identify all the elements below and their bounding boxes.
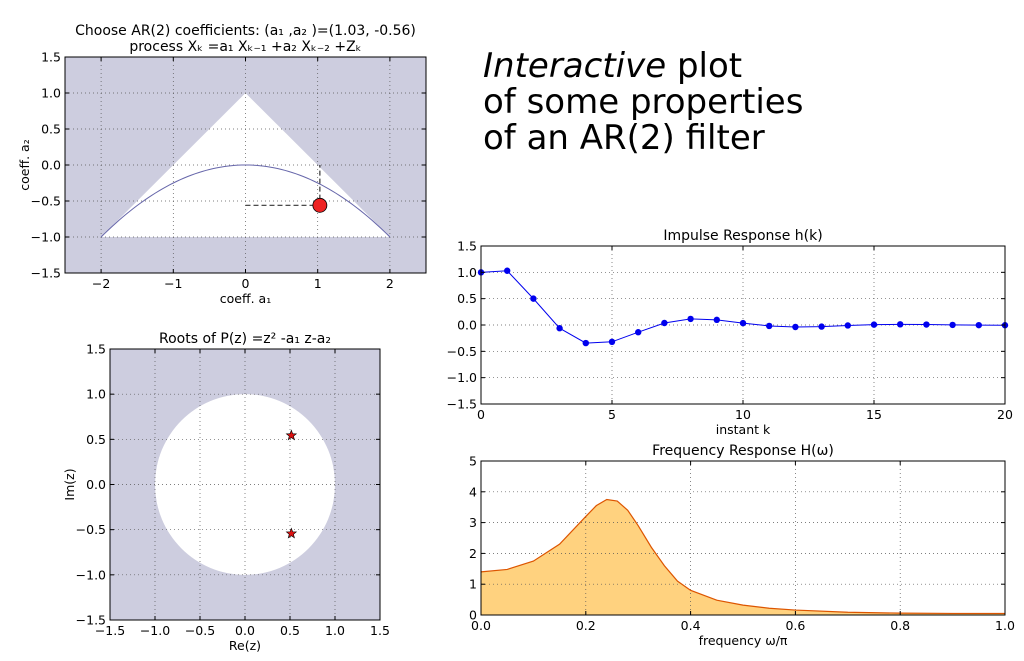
impulse-point [661, 319, 668, 327]
chart-freq: 0.0 0.2 0.4 0.6 0.8 1.0 0 1 2 3 4 5 Frequency Respon… [469, 443, 1015, 648]
x-axis-label: Re(z) [229, 638, 261, 653]
x-tick-label: 2 [386, 276, 394, 291]
impulse-point [687, 315, 694, 323]
x-tick-label: 0 [242, 276, 250, 291]
headline-line-1: Interactive plot [483, 46, 743, 86]
x-tick-label: 0 [477, 407, 485, 422]
impulse-point [949, 321, 956, 329]
impulse-point [792, 323, 799, 331]
x-tick-label: 1.0 [325, 623, 345, 638]
chart-title: Frequency Response H(ω) [652, 443, 834, 459]
x-axis-label: frequency ω/π [699, 633, 788, 648]
impulse-point [530, 295, 537, 302]
frequency-fill [481, 499, 1005, 615]
impulse-point [713, 316, 720, 324]
y-tick-label: 5 [469, 454, 477, 469]
chart-roots: −1.5 −1.0 −0.5 0.0 0.5 1.0 1.5 −1.5 −1.0 −0.5 0.0 0… [62, 331, 390, 653]
chart-title: Impulse Response h(k) [663, 228, 822, 244]
y-tick-label: 4 [469, 484, 477, 499]
y-tick-label: 1.5 [457, 239, 477, 254]
impulse-point [582, 339, 589, 347]
x-tick-label: 0.8 [890, 618, 910, 633]
impulse-point [766, 322, 773, 330]
y-tick-label: −0.5 [31, 194, 61, 209]
x-tick-label: 5 [608, 407, 616, 422]
y-tick-label: 1.5 [41, 50, 61, 65]
y-tick-label: 0.5 [86, 432, 106, 447]
y-tick-label: −0.5 [76, 522, 106, 537]
chart-title: Roots of P(z) =z² -a₁ z-a₂ [159, 331, 331, 347]
x-tick-label: 0.0 [471, 618, 491, 633]
x-tick-label: −2 [92, 276, 110, 291]
x-tick-label: 0.4 [681, 618, 701, 633]
y-tick-label: 0.0 [41, 158, 61, 173]
y-tick-label: 1 [469, 577, 477, 592]
chart-title: Choose AR(2) coefficients: (a₁ ,a₂ )=(1.… [75, 23, 416, 39]
y-tick-label: 0.0 [457, 318, 477, 333]
y-tick-label: 1.5 [86, 342, 106, 357]
impulse-point [923, 321, 930, 328]
x-tick-label: 20 [997, 407, 1013, 422]
y-tick-label: 3 [469, 515, 477, 530]
y-tick-label: 2 [469, 546, 477, 561]
root-star-marker [285, 527, 298, 539]
y-tick-label: 1.0 [457, 265, 477, 280]
impulse-point [739, 319, 747, 327]
impulse-point [975, 321, 982, 329]
impulse-point [897, 321, 904, 328]
x-tick-label: 1.5 [370, 623, 390, 638]
coefficient-drag-handle[interactable] [312, 197, 328, 213]
parabola-curve [100, 164, 391, 238]
y-tick-label: −1.0 [76, 567, 106, 582]
x-tick-label: 0.2 [576, 618, 596, 633]
headline-line-2: of some properties [483, 82, 804, 122]
y-tick-label: 1.0 [86, 387, 106, 402]
headline-line-3: of an AR(2) filter [483, 118, 765, 158]
x-tick-label: 15 [866, 407, 882, 422]
chart-coef: −2 −1 0 1 2 −1.5 −1.0 −0.5 0.0 0.5 1.0 1.5 Choose AR… [17, 23, 427, 306]
x-tick-label: 10 [735, 407, 751, 422]
impulse-point [635, 329, 642, 336]
y-tick-label: −1.0 [447, 370, 477, 385]
x-tick-label: 1.0 [995, 618, 1015, 633]
impulse-point [608, 338, 616, 346]
x-tick-label: 0.6 [785, 618, 805, 633]
x-tick-label: 0.0 [235, 623, 255, 638]
impulse-point [818, 323, 825, 330]
axes-frame [480, 460, 1006, 616]
headline: Interactive plot of some properties of a… [483, 48, 803, 156]
frequency-line [480, 498, 1005, 615]
impulse-point [504, 267, 511, 274]
x-tick-label: −0.5 [185, 623, 215, 638]
x-axis-label: coeff. a₁ [220, 291, 271, 306]
x-axis-label: instant k [716, 422, 771, 437]
y-tick-label: 0.0 [86, 477, 106, 492]
x-tick-label: −1 [164, 276, 182, 291]
x-tick-label: −1.5 [95, 623, 125, 638]
y-tick-label: 1.0 [41, 86, 61, 101]
y-axis-label: coeff. a₂ [17, 139, 32, 190]
chart-impulse: 0 5 10 15 20 −1.5 −1.0 −0.5 0.0 0.5 1.0 1.5 Impulse … [447, 228, 1013, 437]
x-tick-label: 0.5 [280, 623, 300, 638]
y-tick-label: 0 [469, 608, 477, 623]
x-tick-label: −1.0 [140, 623, 170, 638]
y-tick-label: −1.0 [31, 230, 61, 245]
impulse-point [556, 325, 563, 332]
impulse-point [870, 321, 878, 328]
y-tick-label: 0.5 [457, 291, 477, 306]
y-tick-label: −0.5 [447, 344, 477, 359]
y-axis-label: Im(z) [62, 468, 77, 500]
y-tick-label: −1.5 [447, 397, 477, 412]
impulse-point [844, 322, 851, 329]
y-tick-label: −1.5 [76, 613, 106, 628]
chart-title: process Xₖ =a₁ Xₖ₋₁ +a₂ Xₖ₋₂ +Zₖ [129, 39, 361, 55]
y-tick-label: 0.5 [41, 122, 61, 137]
x-tick-label: 1 [314, 276, 322, 291]
root-star-marker [285, 429, 298, 441]
y-tick-label: −1.5 [31, 266, 61, 281]
